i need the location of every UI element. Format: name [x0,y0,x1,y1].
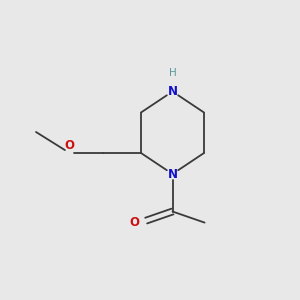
Text: H: H [169,68,176,78]
Text: O: O [64,139,75,152]
Text: N: N [167,85,178,98]
Text: N: N [167,167,178,181]
Text: O: O [129,216,139,229]
